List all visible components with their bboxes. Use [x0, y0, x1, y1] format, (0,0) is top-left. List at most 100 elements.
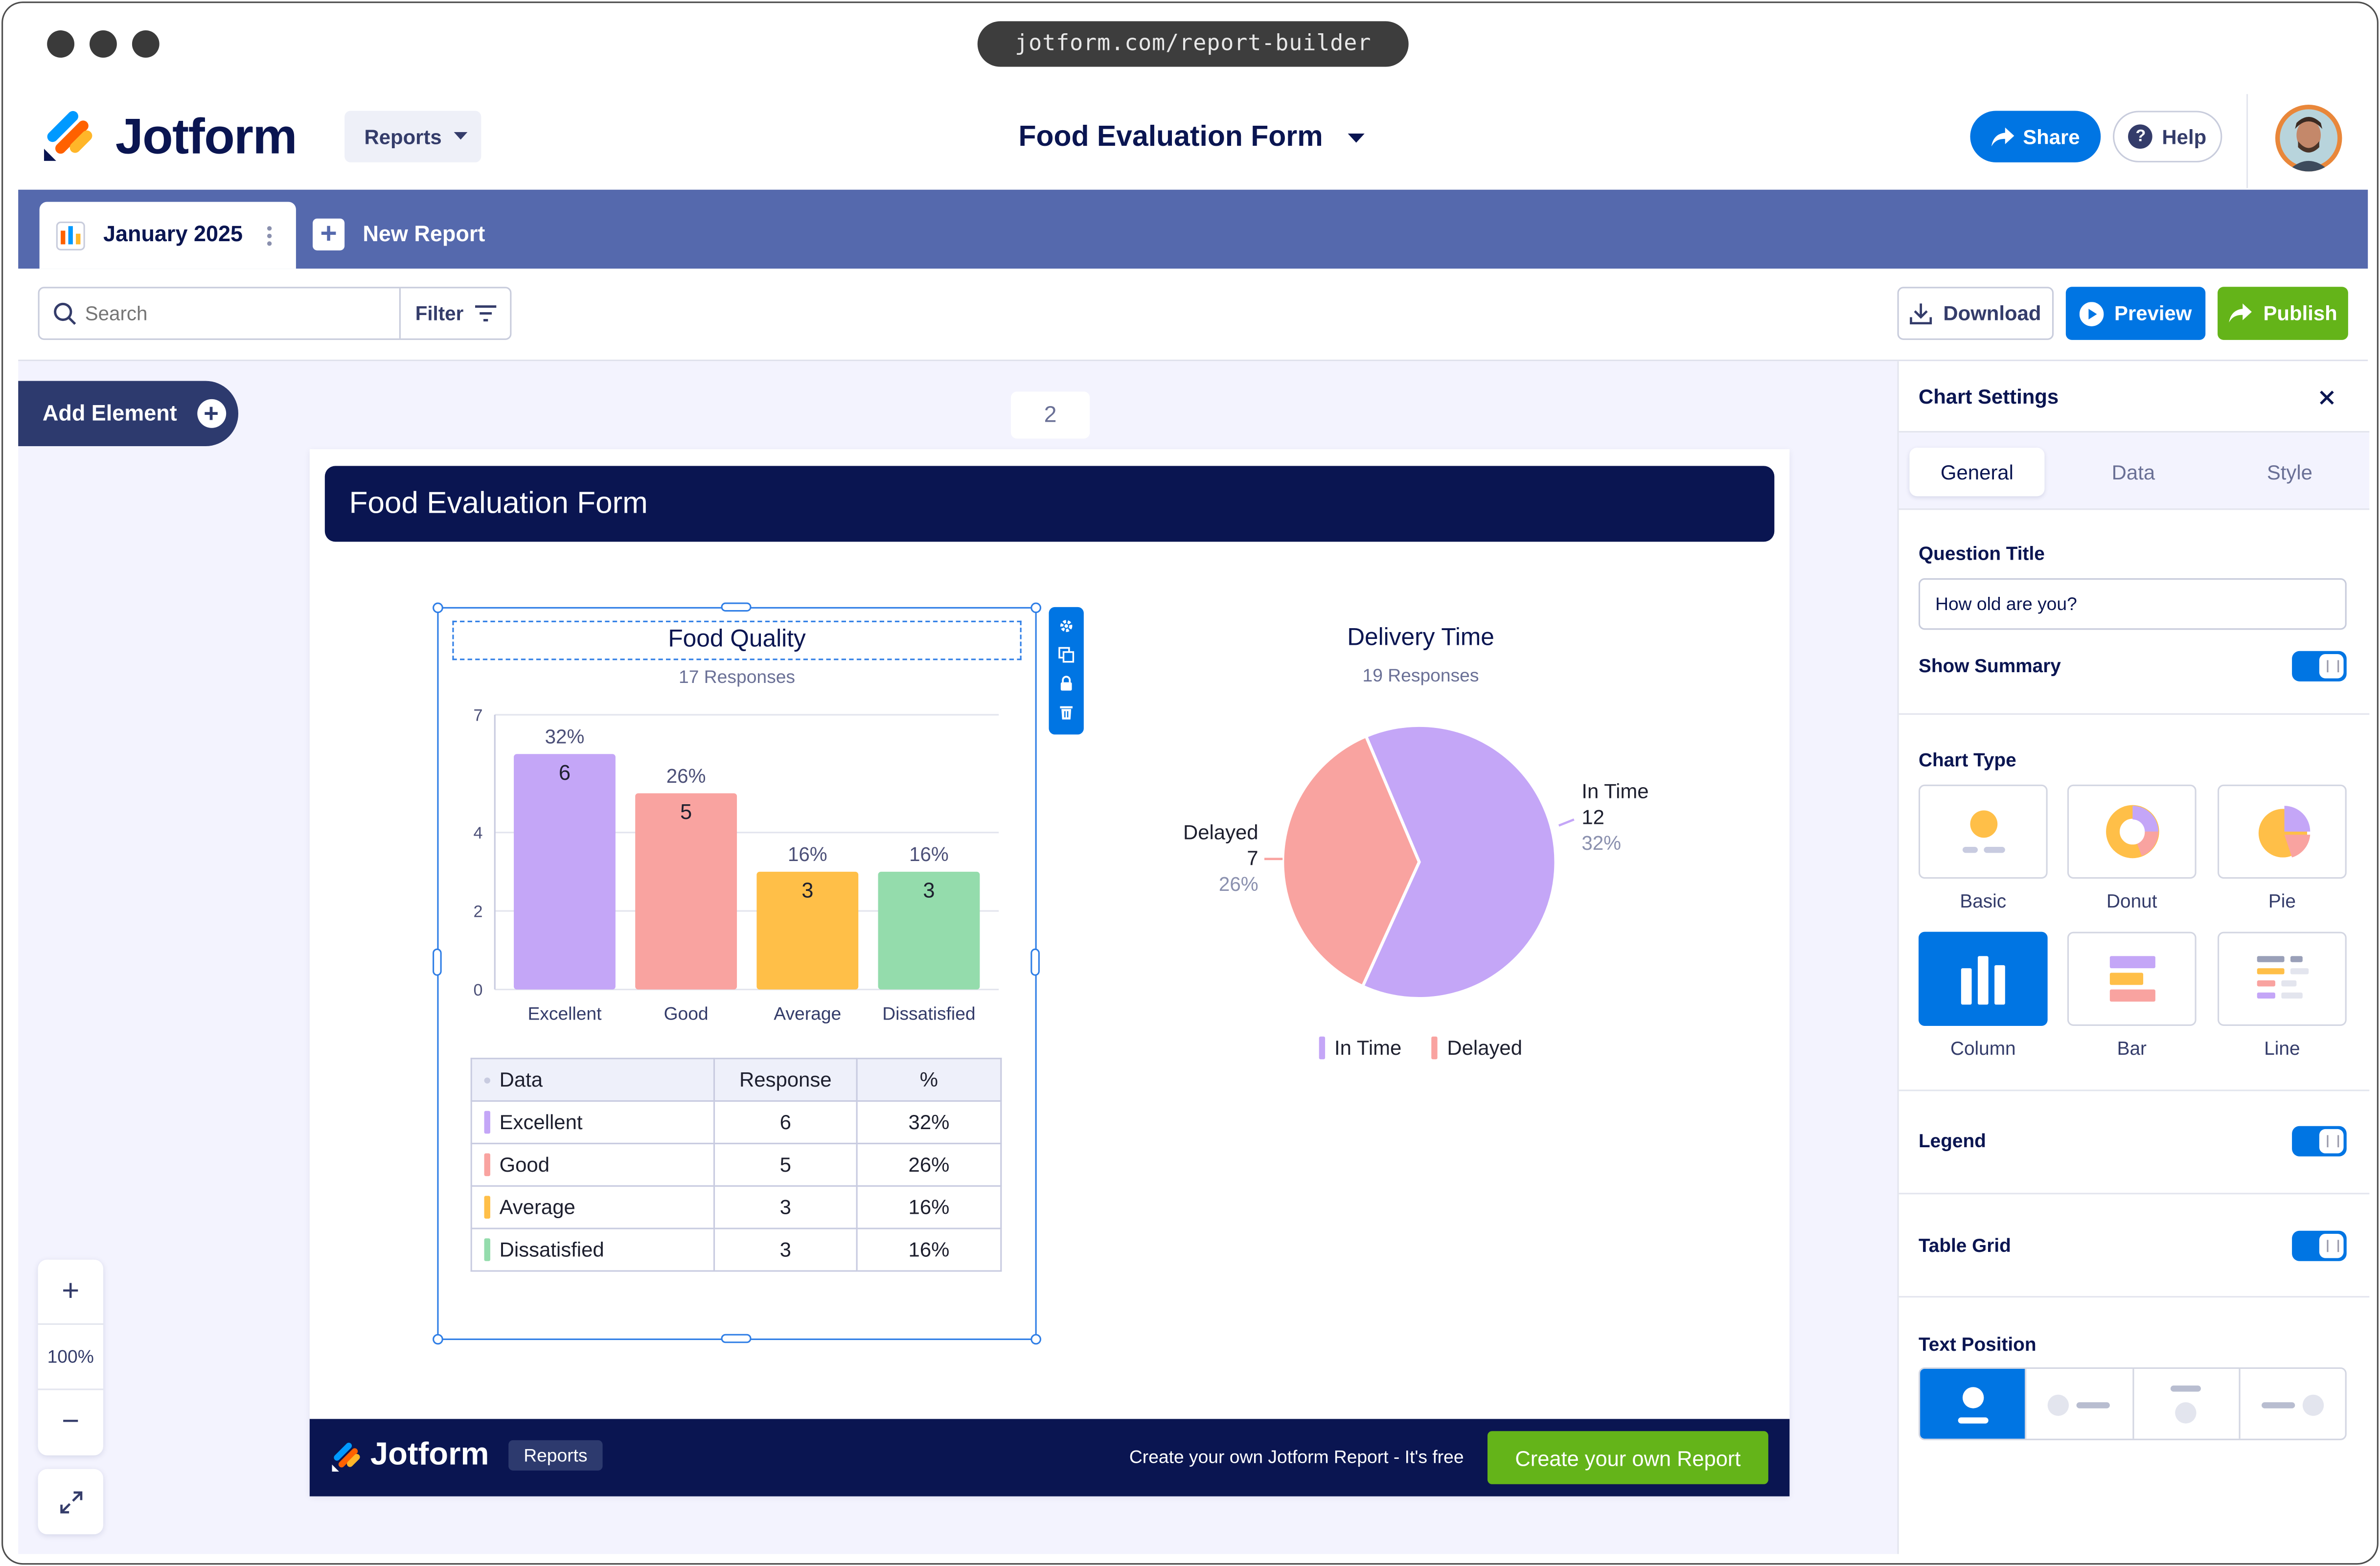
legend-toggle[interactable]: [2292, 1126, 2347, 1157]
resize-handle[interactable]: [1030, 1334, 1041, 1345]
color-swatch: [484, 1196, 490, 1219]
table-cell-percent: 16%: [856, 1227, 1002, 1272]
column-chart-icon: [1960, 956, 2005, 1005]
form-selector[interactable]: Food Evaluation Form: [1018, 121, 1364, 155]
section-divider: [1899, 713, 2370, 715]
report-title-banner[interactable]: Food Evaluation Form: [324, 466, 1775, 542]
text-position-right[interactable]: [2025, 1369, 2132, 1439]
plus-circle-icon: +: [197, 399, 226, 428]
window-close-dot[interactable]: [47, 30, 74, 58]
pie-chart-title[interactable]: Delivery Time: [1347, 625, 1494, 651]
share-button[interactable]: Share: [1970, 111, 2101, 162]
settings-tabs: General Data Style: [1899, 431, 2370, 510]
y-tick-label: 0: [473, 981, 482, 999]
resize-handle[interactable]: [1030, 602, 1041, 613]
text-position-left[interactable]: [2238, 1369, 2345, 1439]
duplicate-icon[interactable]: [1058, 646, 1075, 663]
chart-type-donut[interactable]: [2067, 784, 2197, 879]
table-cell-response: 3: [713, 1185, 858, 1229]
line-chart-icon: [2256, 956, 2308, 999]
bar-chart-title[interactable]: Food Quality: [452, 620, 1022, 660]
bar-percent-label: 32%: [545, 726, 585, 748]
resize-handle[interactable]: [433, 948, 442, 976]
settings-title: Chart Settings: [1918, 385, 2059, 409]
filter-button[interactable]: Filter: [401, 288, 511, 338]
text-position-bottom[interactable]: [2131, 1369, 2239, 1439]
tab-style[interactable]: Style: [2266, 460, 2312, 483]
bar-dissatisfied: [878, 871, 980, 990]
search-filter-group: Filter: [38, 287, 512, 340]
chart-type-label-pie: Pie: [2268, 890, 2296, 912]
table-cell-response: 3: [713, 1227, 858, 1272]
show-summary-toggle[interactable]: [2292, 651, 2347, 681]
table-cell-percent: 32%: [856, 1100, 1002, 1144]
filter-label: Filter: [415, 302, 464, 325]
tab-label: January 2025: [103, 223, 243, 248]
chart-type-bar[interactable]: [2067, 931, 2197, 1026]
window-maximize-dot[interactable]: [132, 30, 160, 58]
caret-down-icon: [1347, 133, 1364, 142]
zoom-in-button[interactable]: +: [62, 1274, 80, 1308]
reports-menu[interactable]: Reports: [344, 111, 481, 162]
download-button[interactable]: Download: [1897, 287, 2054, 340]
preview-button[interactable]: Preview: [2065, 287, 2206, 340]
gear-icon[interactable]: [1058, 618, 1075, 635]
resize-handle[interactable]: [721, 1334, 752, 1343]
search-input[interactable]: [82, 288, 395, 339]
new-report-button[interactable]: + New Report: [313, 218, 485, 250]
lock-icon[interactable]: [1058, 675, 1075, 692]
pie-label: In Time: [1581, 780, 1648, 803]
legend-label: Delayed: [1447, 1036, 1523, 1060]
tab-january-2025[interactable]: January 2025: [39, 202, 296, 269]
text-right-icon: [2047, 1394, 2110, 1416]
header-divider: [2246, 94, 2248, 188]
text-bottom-icon: [2171, 1385, 2201, 1424]
chart-type-column[interactable]: [1918, 931, 2048, 1026]
text-position-top[interactable]: [1920, 1369, 2025, 1439]
bar-good: [635, 793, 737, 990]
help-label: Help: [2162, 125, 2207, 148]
chart-type-label-basic: Basic: [1960, 890, 2007, 912]
download-icon: [1910, 303, 1932, 325]
help-button[interactable]: ? Help: [2113, 111, 2222, 162]
zoom-out-button[interactable]: −: [62, 1405, 80, 1439]
fullscreen-button[interactable]: [38, 1469, 103, 1535]
donut-chart-icon: [2105, 805, 2159, 859]
text-left-icon: [2262, 1394, 2325, 1416]
tab-data[interactable]: Data: [2111, 460, 2155, 483]
tab-general[interactable]: General: [1909, 448, 2045, 497]
publish-button[interactable]: Publish: [2218, 287, 2348, 340]
legend-item[interactable]: In Time: [1319, 1036, 1401, 1060]
chart-type-pie[interactable]: [2218, 784, 2347, 879]
share-arrow-icon: [2229, 303, 2252, 323]
close-icon[interactable]: [2319, 390, 2334, 405]
legend-label: Legend: [1918, 1131, 1986, 1152]
brand-name[interactable]: Jotform: [115, 108, 298, 164]
jotform-logo-icon[interactable]: [41, 109, 96, 167]
trash-icon[interactable]: [1058, 704, 1075, 721]
resize-handle[interactable]: [721, 602, 752, 612]
table-grid-toggle[interactable]: [2292, 1230, 2347, 1261]
x-tick-label: Good: [664, 1003, 709, 1024]
pie-slice-in-time: [1360, 724, 1557, 1000]
legend-item[interactable]: Delayed: [1432, 1036, 1523, 1060]
create-report-button[interactable]: Create your own Report: [1488, 1431, 1768, 1484]
bar-percent-label: 16%: [909, 843, 949, 865]
question-title-label: Question Title: [1918, 543, 2045, 565]
resize-handle[interactable]: [1030, 948, 1040, 976]
window-minimize-dot[interactable]: [90, 30, 117, 58]
question-title-input[interactable]: [1918, 578, 2347, 630]
resize-handle[interactable]: [433, 1334, 443, 1345]
chart-type-basic[interactable]: [1918, 784, 2048, 879]
chart-type-line[interactable]: [2218, 931, 2347, 1026]
reports-menu-label: Reports: [364, 125, 442, 148]
x-tick-label: Average: [774, 1003, 841, 1024]
add-element-button[interactable]: Add Element +: [18, 381, 239, 446]
resize-handle[interactable]: [433, 602, 443, 613]
avatar[interactable]: [2275, 105, 2342, 172]
more-vertical-icon[interactable]: [267, 225, 272, 245]
url-bar[interactable]: jotform.com/report-builder: [977, 21, 1409, 67]
pie-chart-subtitle: 19 Responses: [1362, 664, 1479, 686]
page-number: 2: [1010, 391, 1090, 439]
